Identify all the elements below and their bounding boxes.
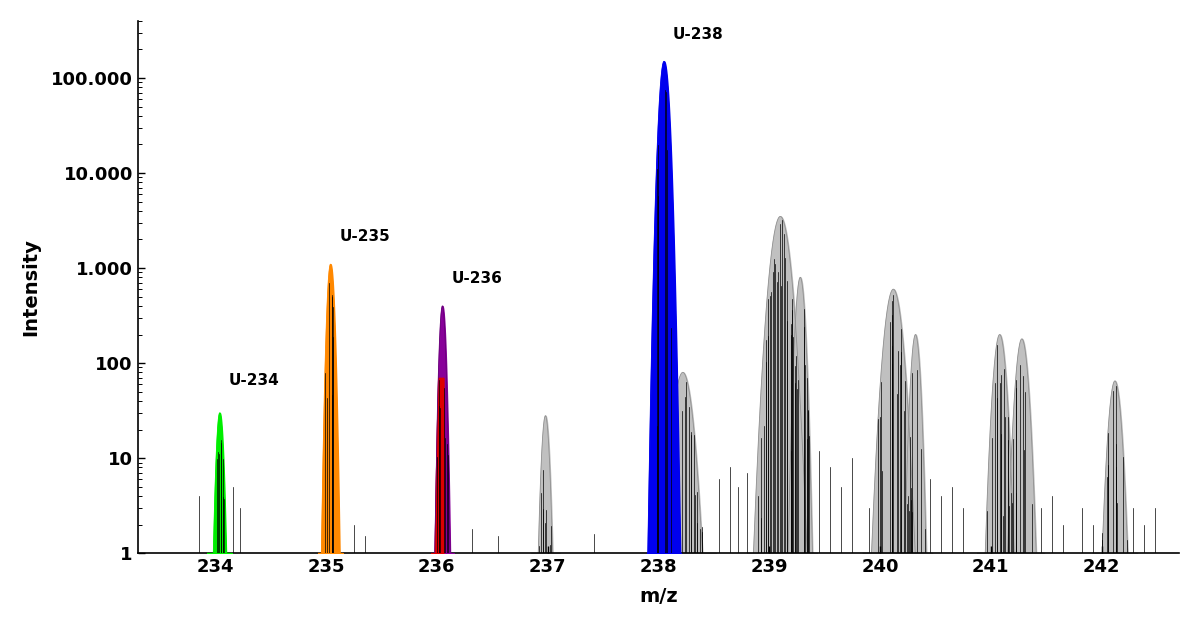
Text: U-235: U-235 xyxy=(340,229,390,244)
Text: U-234: U-234 xyxy=(228,373,280,388)
Y-axis label: Intensity: Intensity xyxy=(20,238,40,336)
Text: U-236: U-236 xyxy=(451,271,502,286)
Text: U-238: U-238 xyxy=(673,27,724,42)
X-axis label: m/z: m/z xyxy=(640,587,678,606)
